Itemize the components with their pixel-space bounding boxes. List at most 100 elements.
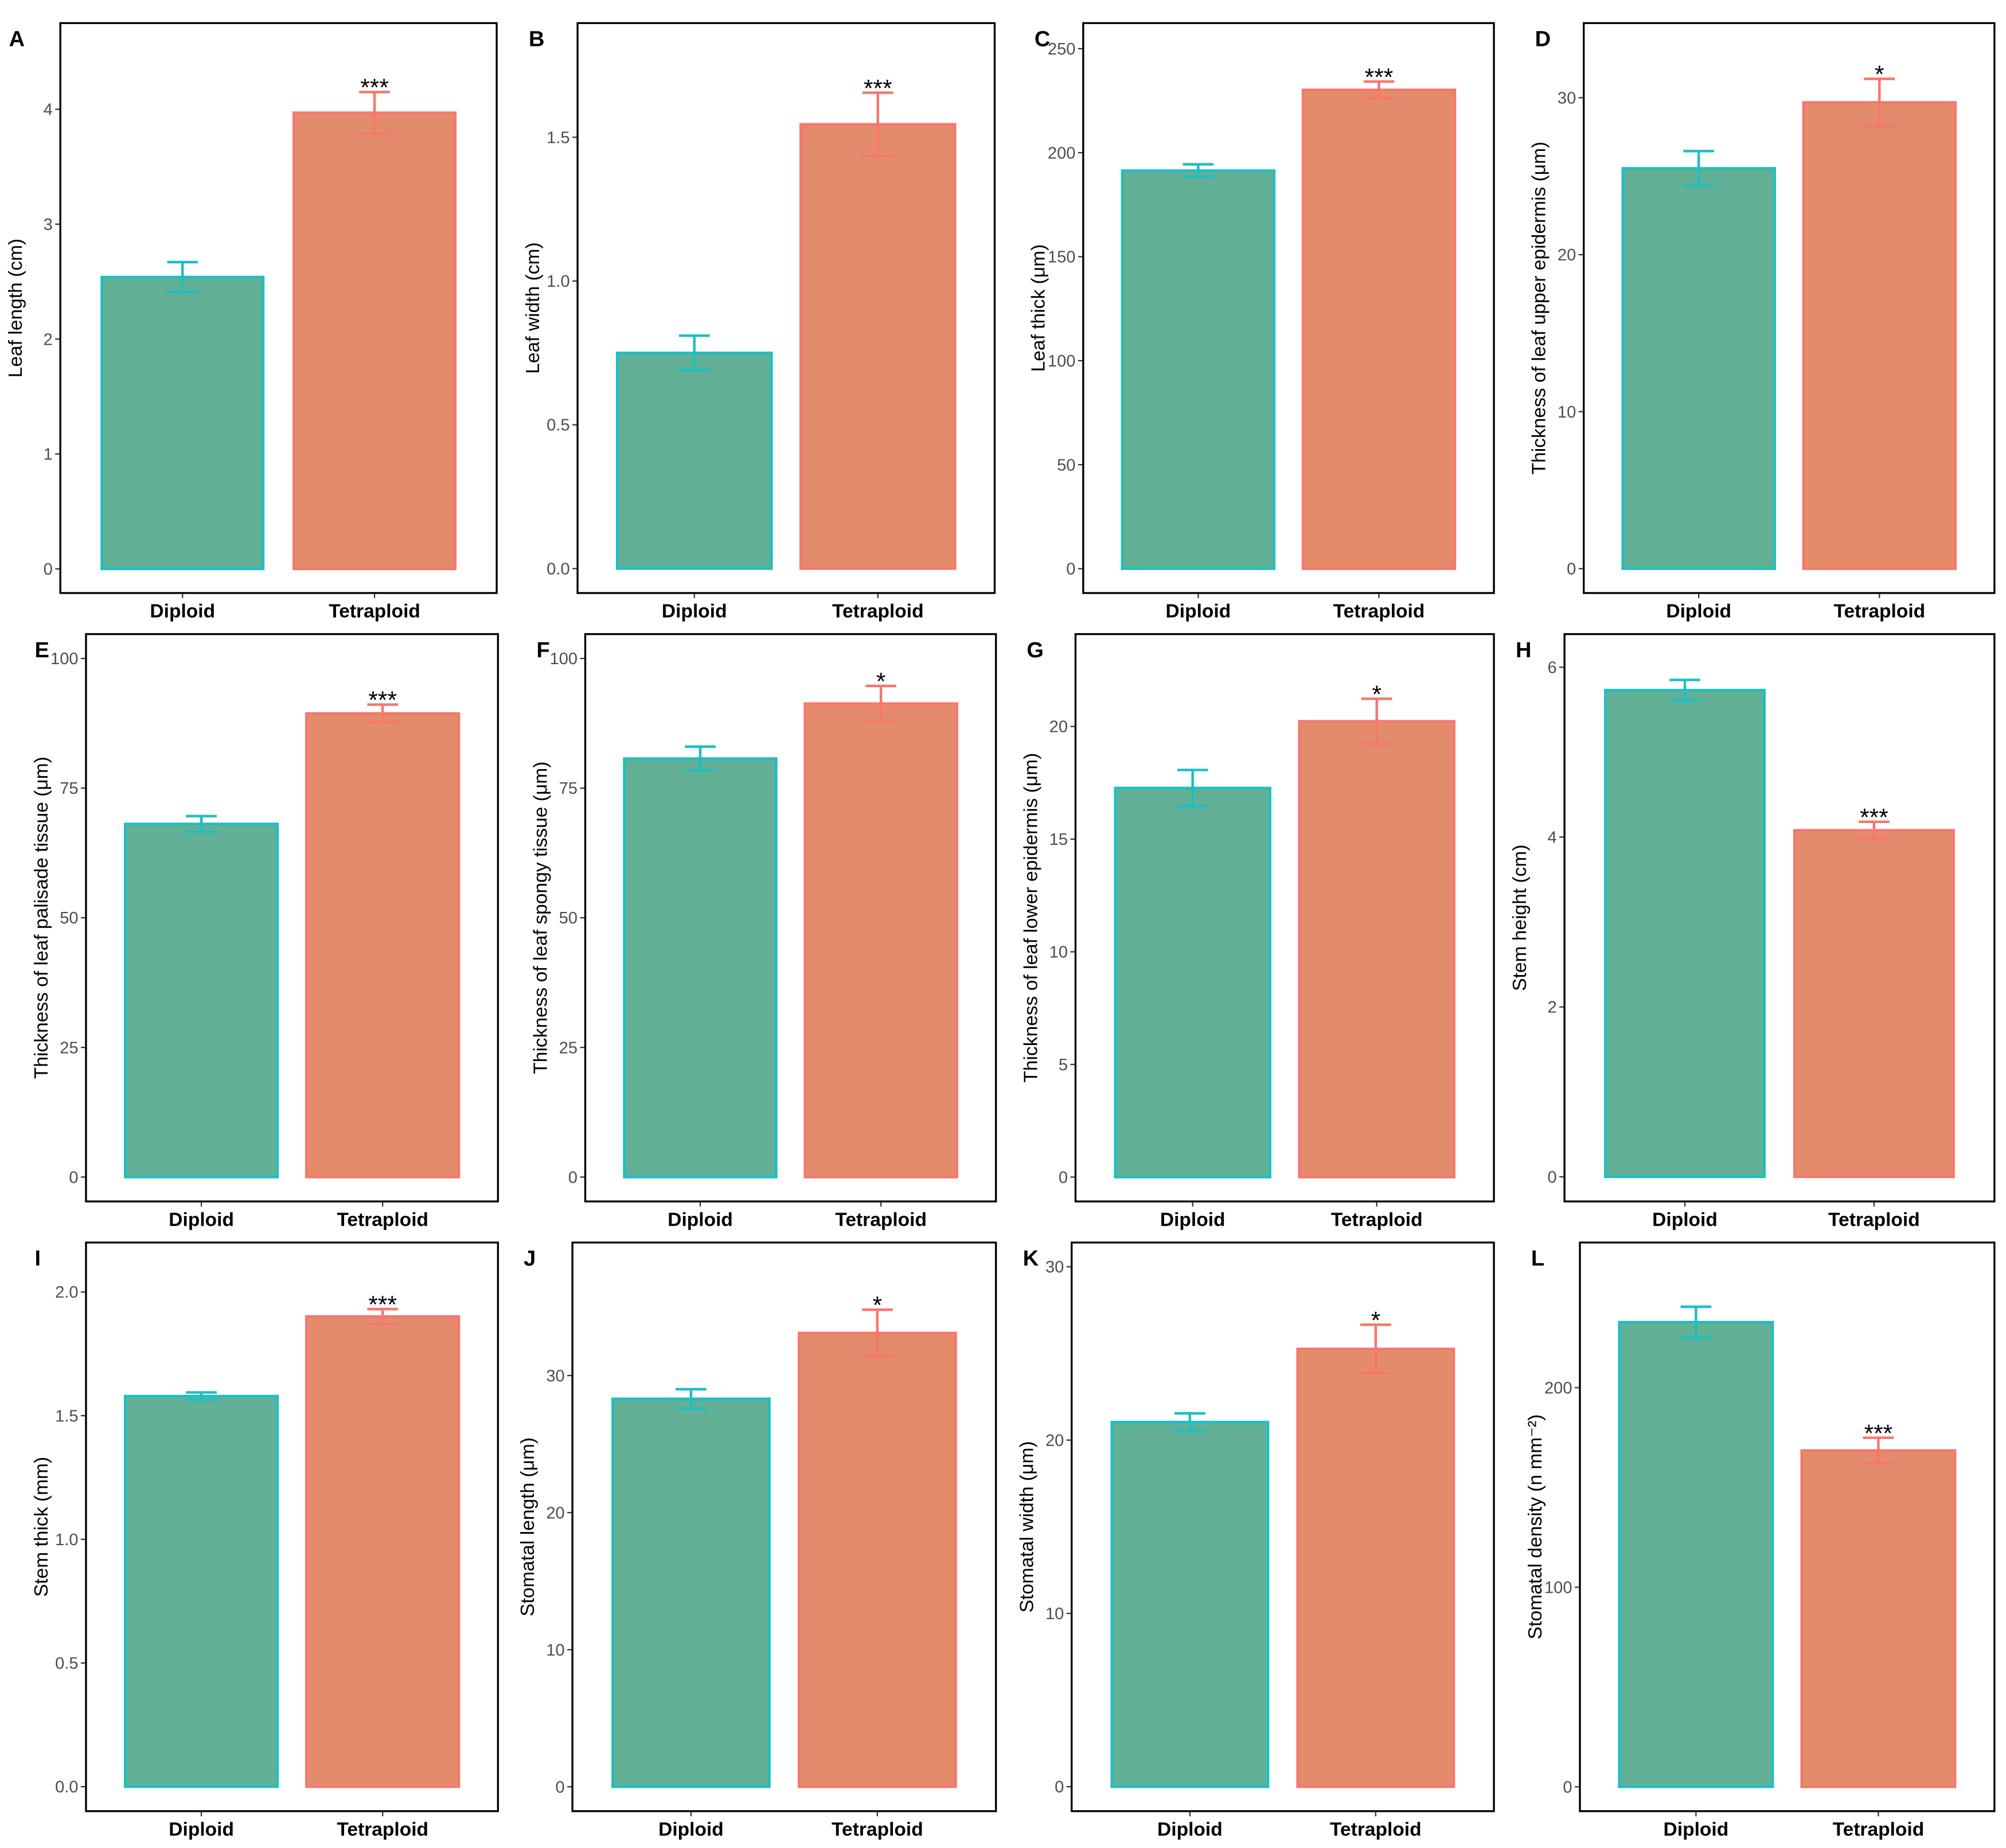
- y-tick-label: 150: [1048, 248, 1076, 267]
- error-bar: [1174, 1412, 1205, 1432]
- bar: [1604, 689, 1766, 1179]
- bar: [123, 1394, 279, 1788]
- bar: [100, 275, 265, 571]
- y-tick-label: 30: [1045, 1258, 1064, 1277]
- error-bar: [862, 1308, 893, 1358]
- y-axis-title: Leaf length (cm): [5, 239, 26, 377]
- panel: D 0 10 20 30 Thickness of leaf upper epidermi…: [1529, 22, 1996, 622]
- plot-frame: [1583, 22, 1996, 594]
- panel-label: B: [529, 28, 544, 52]
- y-tick-label: 25: [559, 1039, 577, 1057]
- panel-label: A: [9, 28, 25, 52]
- y-axis-title: Stem height (cm): [1509, 844, 1531, 991]
- significance: *: [1371, 1307, 1381, 1334]
- significance: ***: [1365, 64, 1394, 91]
- y-tick-label: 100: [1544, 1578, 1572, 1597]
- significance: ***: [1860, 805, 1888, 832]
- panel-label: J: [524, 1247, 536, 1271]
- y-tick-label: 20: [1049, 718, 1068, 736]
- significance: ***: [368, 687, 397, 714]
- error-bar: [685, 745, 716, 772]
- significance: ***: [368, 1292, 397, 1319]
- significance: *: [1875, 61, 1884, 88]
- x-tick-label: Diploid: [668, 1209, 733, 1230]
- x-tick-label: Tetraploid: [1330, 1819, 1422, 1840]
- y-tick-label: 20: [1558, 246, 1576, 264]
- y-tick-label: 0: [1066, 560, 1075, 579]
- x-tick-label: Diploid: [662, 601, 727, 622]
- y-axis-title: Stomatal width (μm): [1017, 1441, 1038, 1613]
- bar: [1618, 1320, 1774, 1788]
- bar: [1296, 1347, 1455, 1788]
- error-bar: [367, 1308, 399, 1325]
- error-bar: [865, 684, 897, 723]
- y-tick-label: 0: [1548, 1168, 1557, 1187]
- x-tick-label: Diploid: [150, 601, 215, 622]
- y-tick-label: 1: [44, 446, 53, 464]
- bar: [305, 1315, 460, 1788]
- y-tick-label: 20: [1045, 1432, 1064, 1450]
- panel-label: C: [1035, 28, 1050, 52]
- panel: J 0 10 20 30 Stomatal length (μm) Diploid Tetra…: [517, 1241, 997, 1840]
- x-tick-label: Tetraploid: [337, 1819, 428, 1840]
- error-bar: [1360, 1323, 1391, 1375]
- y-tick-label: 0.0: [55, 1778, 78, 1796]
- x-tick-label: Tetraploid: [1833, 601, 1925, 622]
- error-bar: [1363, 80, 1395, 100]
- bar: [1298, 720, 1455, 1179]
- panel: I 0.0 0.5 1.0 1.5 2.0 Stem thick (mm) Diploid Te…: [31, 1241, 499, 1840]
- bar: [799, 123, 957, 570]
- y-tick-label: 50: [1057, 456, 1075, 474]
- y-tick-label: 3: [44, 216, 53, 234]
- significance: *: [876, 669, 886, 696]
- y-tick-label: 2.0: [55, 1284, 78, 1302]
- error-bar: [862, 91, 893, 158]
- plot-frame: [85, 1241, 499, 1812]
- x-tick-label: Diploid: [658, 1819, 724, 1840]
- y-tick-label: 75: [559, 779, 577, 798]
- panel-label: E: [34, 638, 49, 662]
- panel: B 0.0 0.5 1.0 1.5 Leaf width (cm) Diploid Tetra…: [522, 22, 996, 622]
- error-bar: [1864, 77, 1895, 127]
- error-bar: [1683, 150, 1715, 187]
- panel: E 0 25 50 75 100 Thickness of leaf palisade ti…: [31, 633, 499, 1230]
- y-tick-label: 50: [559, 909, 577, 927]
- bar: [1802, 101, 1957, 570]
- bar: [123, 822, 279, 1179]
- panel-label: D: [1535, 28, 1551, 52]
- x-tick-label: Tetraploid: [1331, 1209, 1423, 1230]
- plot-frame: [1071, 1241, 1495, 1812]
- plot-frame: [571, 1241, 997, 1812]
- x-tick-label: Tetraploid: [1333, 601, 1425, 622]
- x-tick-label: Diploid: [1166, 601, 1231, 622]
- y-tick-label: 20: [546, 1504, 564, 1522]
- error-bar: [678, 334, 710, 372]
- panel: A 0 1 2 3 4 Leaf length (cm) Diploid Tetraploid *…: [5, 22, 498, 622]
- plot-frame: [1563, 633, 1996, 1203]
- y-tick-label: 100: [50, 650, 79, 668]
- y-tick-label: 0: [1059, 1168, 1068, 1187]
- panel-label: H: [1516, 638, 1531, 662]
- significance: *: [873, 1292, 883, 1319]
- bar: [1121, 169, 1276, 570]
- x-tick-label: Tetraploid: [1833, 1819, 1925, 1840]
- y-tick-label: 1.5: [55, 1407, 78, 1425]
- y-tick-label: 100: [550, 650, 578, 668]
- x-tick-label: Diploid: [1664, 1819, 1729, 1840]
- panel: C 0 50 100 150 200 250 Leaf thick (μm) Diploid Te…: [1028, 22, 1495, 622]
- y-tick-label: 1.5: [547, 128, 569, 147]
- plot-frame: [576, 22, 996, 594]
- panel-label: I: [34, 1247, 41, 1271]
- error-bar: [359, 91, 390, 135]
- x-tick-label: Tetraploid: [337, 1209, 428, 1230]
- error-bar: [1182, 163, 1214, 178]
- bar: [292, 111, 457, 571]
- panel: L 0 100 200 Stomatal density (n mm⁻²) Diploid…: [1525, 1241, 1996, 1840]
- bar: [1110, 1421, 1270, 1788]
- y-tick-label: 2: [1548, 999, 1557, 1017]
- y-axis-title: Thickness of leaf palisade tissue (μm): [31, 757, 52, 1079]
- y-tick-label: 200: [1048, 144, 1076, 162]
- x-tick-label: Diploid: [1157, 1819, 1223, 1840]
- y-tick-label: 1.0: [55, 1531, 78, 1549]
